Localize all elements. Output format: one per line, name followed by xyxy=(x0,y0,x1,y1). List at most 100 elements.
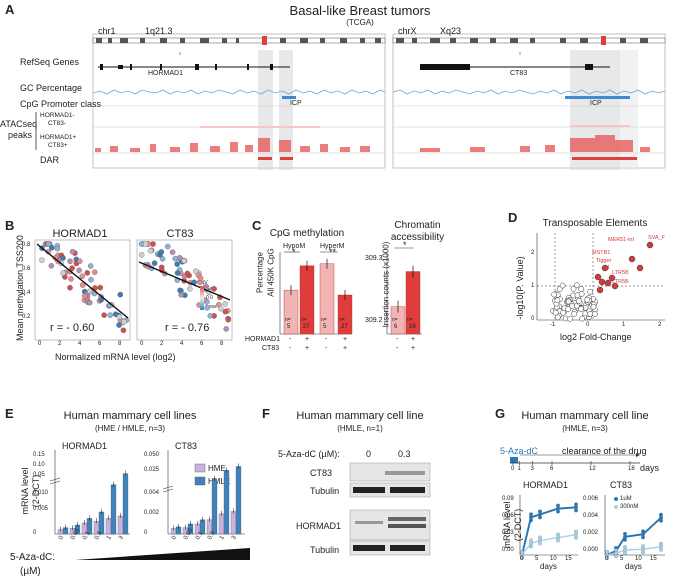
b-point xyxy=(211,286,217,292)
d-point-sig xyxy=(601,264,609,272)
track-neg-b: CT83- xyxy=(48,120,67,127)
g-point xyxy=(574,508,578,513)
b-point xyxy=(158,249,165,255)
b-point xyxy=(172,255,178,262)
b-point xyxy=(67,284,73,291)
g-right-title: CT83 xyxy=(610,480,633,490)
b-point xyxy=(222,301,228,307)
g-left-y-tick: 0.00 xyxy=(502,547,514,553)
d-point-sig xyxy=(611,282,619,290)
d-point-sig xyxy=(608,274,616,282)
b-left-x-tick: 6 xyxy=(98,341,102,347)
b-y-tick: 0.8 xyxy=(22,242,31,248)
b-legend-zero: 0.0 xyxy=(206,295,213,301)
right-gene-label: CT83 xyxy=(510,70,528,77)
b-right-r: r = - 0.76 xyxy=(165,322,210,334)
c-row2-sign: - xyxy=(289,345,292,352)
panel-e-letter: E xyxy=(5,406,14,421)
g-legend-300nm: 300nM xyxy=(620,504,639,510)
d-point xyxy=(570,285,577,292)
g-point xyxy=(520,556,524,560)
b-point xyxy=(184,270,191,277)
f-blot-ct83: CT83 xyxy=(310,468,333,478)
e-right-y-tick: 0.025 xyxy=(144,467,160,473)
c-row2-sign: + xyxy=(343,345,348,352)
b-point xyxy=(76,267,82,274)
g-timeline-label: 0 xyxy=(511,466,515,472)
g-drug: 5-Aza-dC xyxy=(500,446,539,456)
g-point xyxy=(614,554,618,559)
panel-b-letter: B xyxy=(5,218,15,233)
b-point xyxy=(92,269,98,275)
e-left-title: HORMAD1 xyxy=(62,441,108,451)
d-points xyxy=(550,241,654,322)
c-row1-sign: + xyxy=(305,336,310,343)
g-right-y-tick: 0.002 xyxy=(583,530,599,536)
d-x-tick: -1 xyxy=(550,322,556,328)
b-point xyxy=(197,275,204,281)
c-n-eq: n= xyxy=(321,317,327,323)
b-point xyxy=(49,244,55,251)
b-point xyxy=(193,268,199,274)
e-title: Human mammary cell lines xyxy=(63,410,197,422)
c-row2-sign: + xyxy=(411,345,416,352)
b-legend-loss: Loss xyxy=(206,304,217,310)
d-te-label: SVA_F xyxy=(648,235,666,241)
left-icp-label: ICP xyxy=(290,100,302,107)
g-xlabel-right: days xyxy=(625,562,642,571)
c-row1-sign: - xyxy=(289,336,292,343)
g-point xyxy=(641,535,645,540)
d-point xyxy=(587,310,594,317)
b-xlabel: Normalized mRNA level (log2) xyxy=(55,352,176,362)
c-n-eq: n= xyxy=(392,317,398,323)
g-right-y-tick: 0.006 xyxy=(583,496,599,502)
f-subtitle: (HMLE, n=1) xyxy=(337,424,383,433)
e-unit: (µM) xyxy=(20,566,41,577)
d-y-tick: 2 xyxy=(531,250,535,256)
g-right-y-tick: 0.000 xyxy=(583,547,599,553)
d-point-sig xyxy=(594,273,602,281)
g-point xyxy=(605,556,609,560)
track-refseq: RefSeq Genes xyxy=(20,57,80,67)
b-point xyxy=(121,318,127,325)
d-y-tick: 0 xyxy=(531,316,535,322)
c-n-value: 5 xyxy=(287,324,291,330)
d-point xyxy=(569,303,576,309)
e-left-y-tick: 0.10 xyxy=(33,462,45,468)
d-point xyxy=(579,315,585,322)
f-blot-tubulin-1: Tubulin xyxy=(310,486,340,496)
g-right-y-tick: 0.004 xyxy=(583,513,599,519)
g-point xyxy=(556,509,560,514)
d-point xyxy=(559,282,566,289)
e-left-y-tick: 0.15 xyxy=(33,452,45,458)
b-point xyxy=(88,276,94,283)
e-right-y-tick: 0.004 xyxy=(144,490,160,496)
b-point xyxy=(48,263,55,269)
b-right-x-tick: 0 xyxy=(140,341,144,347)
track-gc: GC Percentage xyxy=(20,83,83,93)
b-point xyxy=(159,256,166,262)
d-point xyxy=(590,303,597,310)
left-gene-label: HORMAD1 xyxy=(148,70,184,77)
b-point xyxy=(79,282,86,288)
c-row1: HORMAD1 xyxy=(245,336,281,343)
g-timeline-label: 3 xyxy=(530,466,534,472)
c-n-value: 27 xyxy=(303,324,310,330)
d-xlabel: log2 Fold-Change xyxy=(560,332,632,342)
b-point xyxy=(142,241,149,247)
g-right-x-tick: 10 xyxy=(635,556,642,562)
g-left-y-tick: 0.06 xyxy=(502,513,514,519)
b-left-x-tick: 0 xyxy=(38,341,42,347)
g-left-x-tick: 0 xyxy=(520,556,524,562)
track-pos-a: HORMAD1+ xyxy=(40,134,77,141)
c-row1-sign: - xyxy=(325,336,328,343)
g-timeline-label: 12 xyxy=(589,466,596,472)
g-clearance: clearance of the drug xyxy=(562,446,647,456)
d-point xyxy=(587,288,594,295)
c-n-eq: n= xyxy=(301,317,307,323)
c-row2-sign: - xyxy=(396,345,399,352)
f-title: Human mammary cell line xyxy=(296,410,424,422)
b-y-tick: 0.6 xyxy=(22,266,31,272)
b-point xyxy=(225,316,231,323)
b-point xyxy=(207,312,214,319)
